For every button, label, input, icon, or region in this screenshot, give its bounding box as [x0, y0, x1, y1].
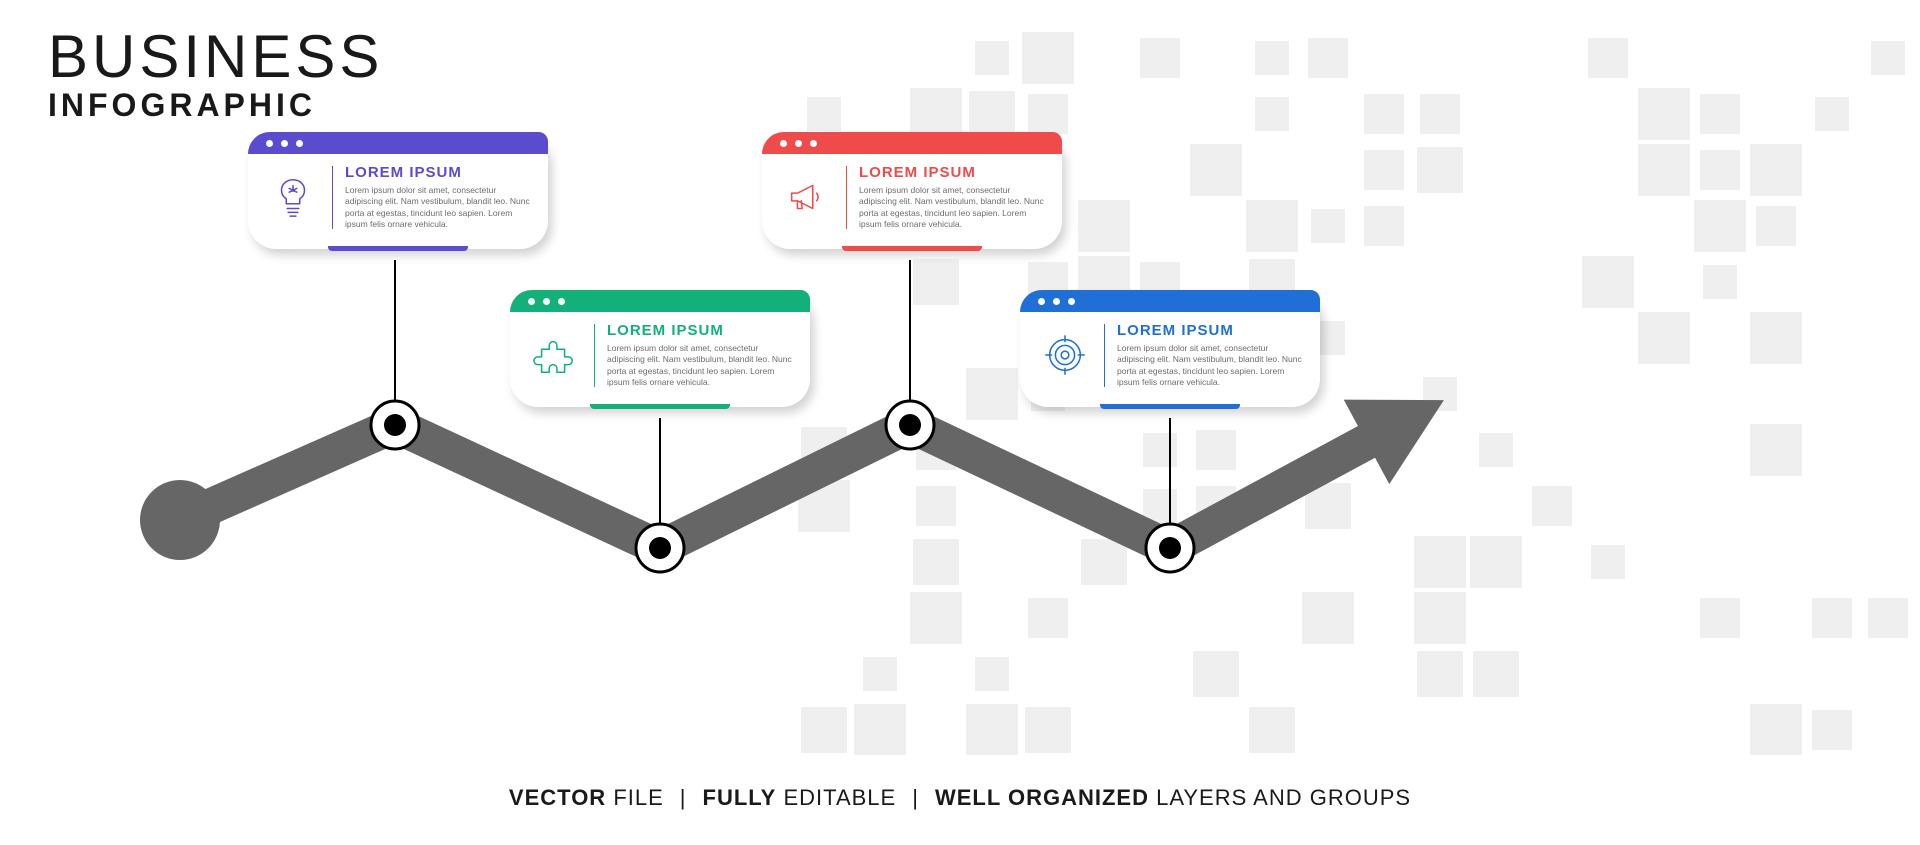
card-topbar [510, 290, 810, 312]
footer-tagline: VECTOR FILE | FULLY EDITABLE | WELL ORGANIZE… [0, 785, 1920, 811]
window-dot-icon [296, 140, 303, 147]
footer-item-light: FILE [606, 785, 664, 810]
card-topbar [248, 132, 548, 154]
footer-item-bold: WELL ORGANIZED [935, 785, 1149, 810]
card-topbar [1020, 290, 1320, 312]
card-description: Lorem ipsum dolor sit amet, consectetur … [607, 343, 794, 389]
card-divider [332, 166, 333, 229]
window-dot-icon [528, 298, 535, 305]
window-dot-icon [795, 140, 802, 147]
card-description: Lorem ipsum dolor sit amet, consectetur … [345, 185, 532, 231]
window-dot-icon [266, 140, 273, 147]
footer-item-light: LAYERS AND GROUPS [1149, 785, 1411, 810]
card-accent [328, 246, 468, 251]
heading-block: BUSINESS INFOGRAPHIC [48, 22, 383, 124]
footer-item-light: EDITABLE [776, 785, 896, 810]
footer-separator: | [680, 785, 687, 810]
card-accent [842, 246, 982, 251]
window-dot-icon [1068, 298, 1075, 305]
card-title: LOREM IPSUM [345, 164, 532, 181]
target-icon [1030, 322, 1100, 389]
window-dot-icon [810, 140, 817, 147]
lightbulb-icon [258, 164, 328, 231]
card-topbar [762, 132, 1062, 154]
heading-line1: BUSINESS [48, 22, 383, 91]
infographic-canvas: BUSINESS INFOGRAPHIC LOREM IPSUM Lorem i… [0, 0, 1920, 845]
card-divider [1104, 324, 1105, 387]
card-description: Lorem ipsum dolor sit amet, consectetur … [859, 185, 1046, 231]
card-title: LOREM IPSUM [1117, 322, 1304, 339]
card-step-2: LOREM IPSUM Lorem ipsum dolor sit amet, … [510, 290, 810, 407]
card-divider [594, 324, 595, 387]
megaphone-icon [772, 164, 842, 231]
card-step-3: LOREM IPSUM Lorem ipsum dolor sit amet, … [762, 132, 1062, 249]
window-dot-icon [1038, 298, 1045, 305]
card-step-1: LOREM IPSUM Lorem ipsum dolor sit amet, … [248, 132, 548, 249]
footer-item-bold: FULLY [703, 785, 777, 810]
card-step-4: LOREM IPSUM Lorem ipsum dolor sit amet, … [1020, 290, 1320, 407]
card-divider [846, 166, 847, 229]
card-title: LOREM IPSUM [607, 322, 794, 339]
card-accent [590, 404, 730, 409]
footer-separator: | [912, 785, 919, 810]
window-dot-icon [281, 140, 288, 147]
window-dot-icon [543, 298, 550, 305]
card-description: Lorem ipsum dolor sit amet, consectetur … [1117, 343, 1304, 389]
window-dot-icon [1053, 298, 1060, 305]
window-dot-icon [780, 140, 787, 147]
card-accent [1100, 404, 1240, 409]
heading-line2: INFOGRAPHIC [48, 87, 383, 124]
puzzle-icon [520, 322, 590, 389]
window-dot-icon [558, 298, 565, 305]
footer-item-bold: VECTOR [509, 785, 606, 810]
card-title: LOREM IPSUM [859, 164, 1046, 181]
